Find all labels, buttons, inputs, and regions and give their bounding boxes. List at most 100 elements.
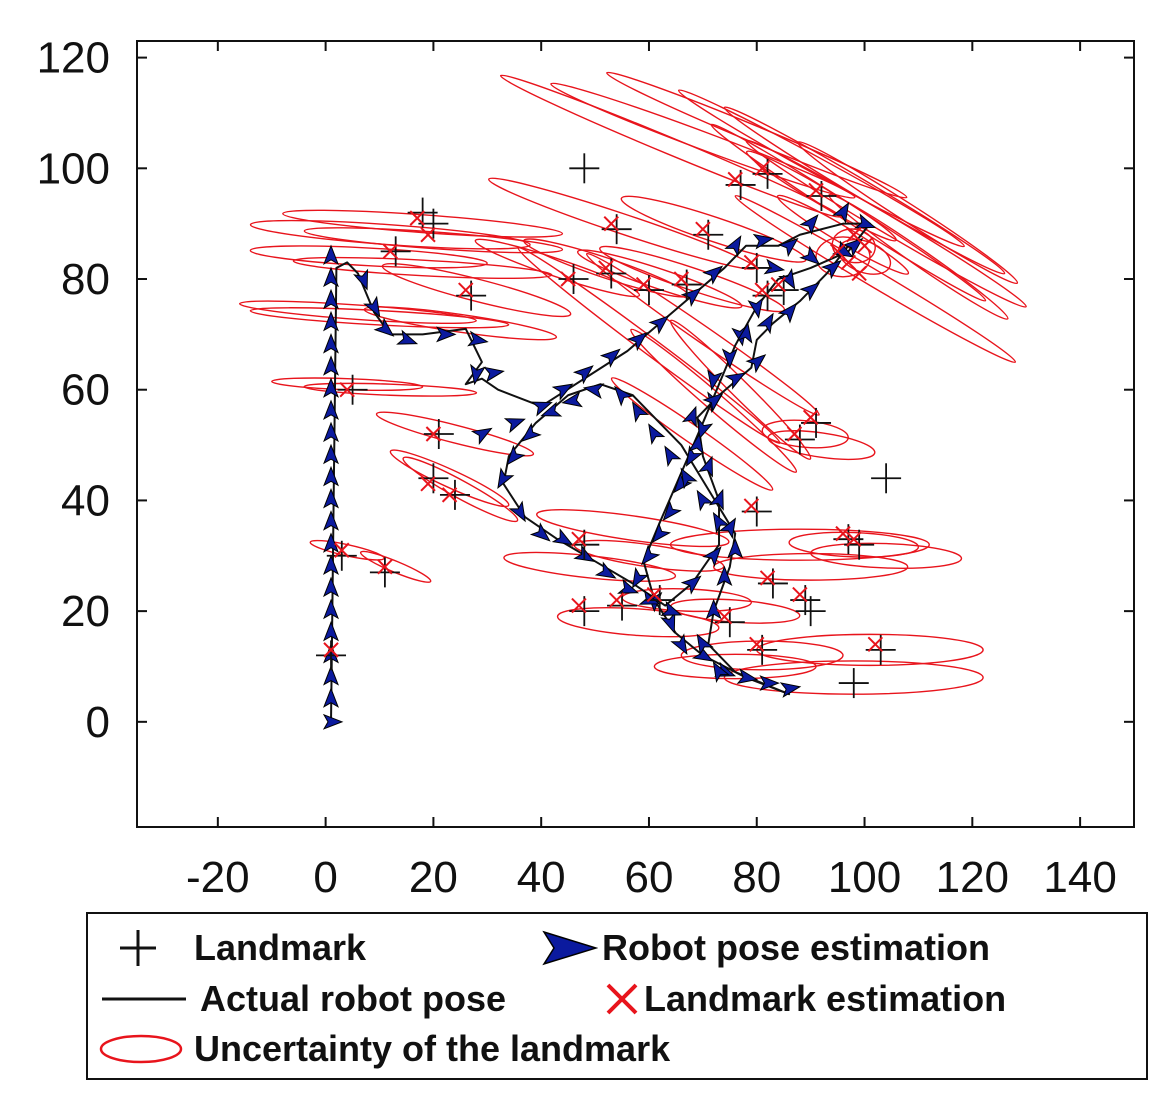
landmark-estimate-marker bbox=[441, 487, 458, 503]
plot-frame bbox=[136, 40, 1135, 828]
uncertainty-ellipse bbox=[303, 382, 478, 397]
plot-area bbox=[137, 41, 1134, 827]
uncertainty-ellipse bbox=[363, 306, 558, 341]
robot-pose-marker bbox=[660, 611, 676, 634]
robot-pose-marker bbox=[680, 467, 698, 490]
robot-pose-marker bbox=[648, 423, 666, 446]
legend-label-landmark: Landmark bbox=[194, 927, 367, 968]
robot-pose-marker bbox=[697, 455, 713, 478]
uncertainty-ellipse bbox=[837, 238, 892, 275]
uncertainty-ellipse bbox=[503, 551, 677, 582]
landmark-estimate-marker bbox=[802, 409, 819, 426]
landmark-marker bbox=[838, 668, 869, 699]
robot-pose-marker bbox=[777, 302, 798, 324]
robot-pose-marker bbox=[670, 633, 688, 656]
y-tick-label: 0 bbox=[86, 698, 110, 747]
landmark-marker bbox=[795, 596, 826, 627]
landmark-marker bbox=[337, 374, 368, 405]
robot-pose-marker bbox=[747, 297, 764, 319]
landmark-estimate-marker bbox=[323, 642, 339, 658]
landmark-marker bbox=[569, 153, 600, 184]
uncertainty-ellipse bbox=[815, 236, 871, 278]
plus-icon bbox=[120, 930, 156, 966]
legend-item-landmark-estimation: Landmark estimation bbox=[604, 977, 1006, 1021]
robot-pose-markers bbox=[322, 201, 877, 730]
uncertainty-ellipse bbox=[536, 509, 730, 548]
landmark-estimate-marker bbox=[603, 215, 619, 232]
uncertainty-ellipse bbox=[249, 245, 488, 269]
x-axis: -20 0 20 40 60 80 100 120 140 bbox=[186, 41, 1117, 902]
robot-pose-marker bbox=[718, 517, 737, 540]
uncertainty-ellipse bbox=[249, 307, 510, 329]
robot-pose-marker bbox=[702, 392, 724, 413]
landmark-estimate-marker bbox=[759, 570, 776, 586]
robot-pose-marker bbox=[323, 488, 339, 509]
y-tick-label: 40 bbox=[61, 476, 110, 525]
legend-item-uncertainty: Uncertainty of the landmark bbox=[98, 1027, 670, 1071]
robot-pose-marker bbox=[716, 565, 733, 587]
robot-pose-marker bbox=[353, 268, 369, 291]
uncertainty-ellipse bbox=[745, 139, 1027, 308]
robot-pose-marker bbox=[323, 532, 339, 553]
legend-item-actual-robot-pose: Actual robot pose bbox=[100, 977, 506, 1021]
landmark-estimate-marker bbox=[743, 254, 760, 271]
robot-pose-marker bbox=[759, 675, 780, 692]
actual-robot-path-line bbox=[330, 222, 871, 722]
ellipse-icon bbox=[99, 1034, 183, 1064]
robot-pose-marker bbox=[503, 418, 526, 434]
robot-pose-marker bbox=[323, 620, 339, 642]
robot-pose-marker bbox=[681, 405, 697, 428]
uncertainty-ellipse bbox=[610, 377, 774, 491]
cross-icon bbox=[606, 983, 638, 1015]
robot-pose-marker bbox=[724, 372, 746, 390]
robot-pose-marker bbox=[323, 687, 339, 708]
robot-pose-marker bbox=[777, 237, 799, 258]
line-icon bbox=[102, 997, 186, 1001]
robot-pose-marker bbox=[323, 598, 339, 620]
robot-pose-marker bbox=[724, 235, 742, 257]
robot-pose-marker bbox=[363, 295, 381, 318]
robot-pose-marker bbox=[470, 427, 493, 445]
robot-pose-marker bbox=[530, 401, 553, 417]
x-tick-label: 120 bbox=[936, 853, 1009, 902]
landmark-estimate-marker bbox=[382, 243, 398, 260]
legend-label-robot-pose-estimation: Robot pose estimation bbox=[602, 927, 991, 968]
robot-pose-marker bbox=[436, 326, 457, 343]
landmark-estimate-marker bbox=[339, 382, 355, 398]
robot-pose-marker bbox=[680, 575, 702, 595]
robot-pose-marker bbox=[323, 244, 339, 266]
landmark-estimate-marker bbox=[598, 260, 614, 276]
robot-pose-marker bbox=[696, 633, 714, 656]
uncertainty-ellipse bbox=[745, 150, 897, 242]
y-tick-label: 100 bbox=[37, 144, 110, 193]
uncertainty-ellipse bbox=[767, 430, 876, 461]
robot-pose-marker bbox=[323, 333, 339, 354]
uncertainty-ellipse bbox=[585, 252, 820, 416]
robot-pose-marker bbox=[323, 399, 339, 420]
robot-pose-marker bbox=[854, 213, 877, 229]
landmark-marker bbox=[326, 540, 357, 571]
robot-pose-marker bbox=[626, 331, 648, 352]
y-tick-label: 120 bbox=[37, 34, 110, 83]
robot-pose-marker bbox=[323, 377, 339, 398]
uncertainty-ellipse bbox=[797, 141, 1019, 285]
robot-pose-marker bbox=[551, 528, 574, 546]
robot-pose-marker bbox=[373, 317, 395, 337]
uncertainty-ellipse bbox=[556, 607, 720, 638]
landmark-markers bbox=[316, 153, 902, 699]
legend-label-uncertainty: Uncertainty of the landmark bbox=[194, 1028, 671, 1069]
uncertainty-ellipse bbox=[606, 71, 908, 199]
robot-pose-marker bbox=[323, 355, 339, 376]
robot-pose-marker bbox=[756, 312, 774, 335]
robot-pose-marker bbox=[323, 288, 339, 310]
robot-pose-marker bbox=[664, 445, 682, 468]
landmark-estimate-marker bbox=[716, 608, 733, 625]
landmark-marker bbox=[558, 264, 589, 295]
uncertainty-ellipse bbox=[677, 89, 965, 248]
uncertainty-ellipse bbox=[402, 456, 519, 523]
robot-pose-marker bbox=[470, 363, 486, 386]
uncertainty-ellipse bbox=[375, 411, 535, 457]
x-tick-label: 140 bbox=[1043, 853, 1116, 902]
landmark-marker bbox=[439, 479, 470, 510]
robot-pose-marker bbox=[323, 665, 339, 686]
